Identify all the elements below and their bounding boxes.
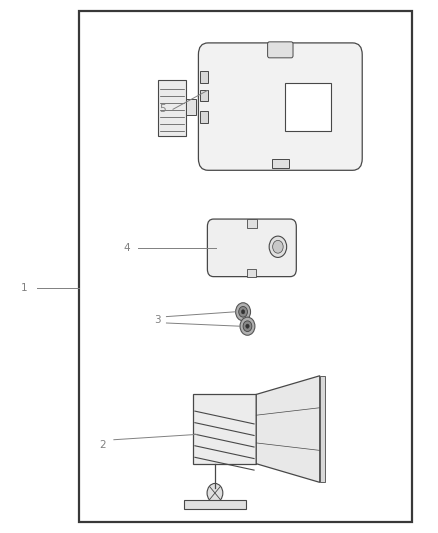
Bar [247,269,256,277]
Bar [79,11,412,522]
Bar [320,376,325,482]
Bar [186,99,196,115]
Circle shape [241,310,245,314]
Bar [200,90,208,101]
Bar [184,500,246,509]
FancyBboxPatch shape [198,43,362,171]
Circle shape [272,240,283,253]
Circle shape [269,236,286,257]
Circle shape [240,317,255,335]
Circle shape [207,483,223,503]
Bar [247,219,257,228]
Circle shape [243,321,252,332]
Text: 4: 4 [124,243,131,253]
Bar [285,83,331,131]
Bar [158,80,186,136]
Polygon shape [256,376,320,482]
FancyBboxPatch shape [207,219,296,277]
Text: 5: 5 [159,104,166,114]
Bar [193,394,256,464]
Circle shape [236,303,251,321]
Circle shape [246,324,249,328]
Text: 1: 1 [21,283,28,293]
Bar [200,111,208,123]
Text: 2: 2 [99,440,106,450]
Bar [272,159,289,168]
Circle shape [239,306,247,317]
Bar [200,71,208,83]
FancyBboxPatch shape [268,42,293,58]
Text: 3: 3 [154,315,161,325]
